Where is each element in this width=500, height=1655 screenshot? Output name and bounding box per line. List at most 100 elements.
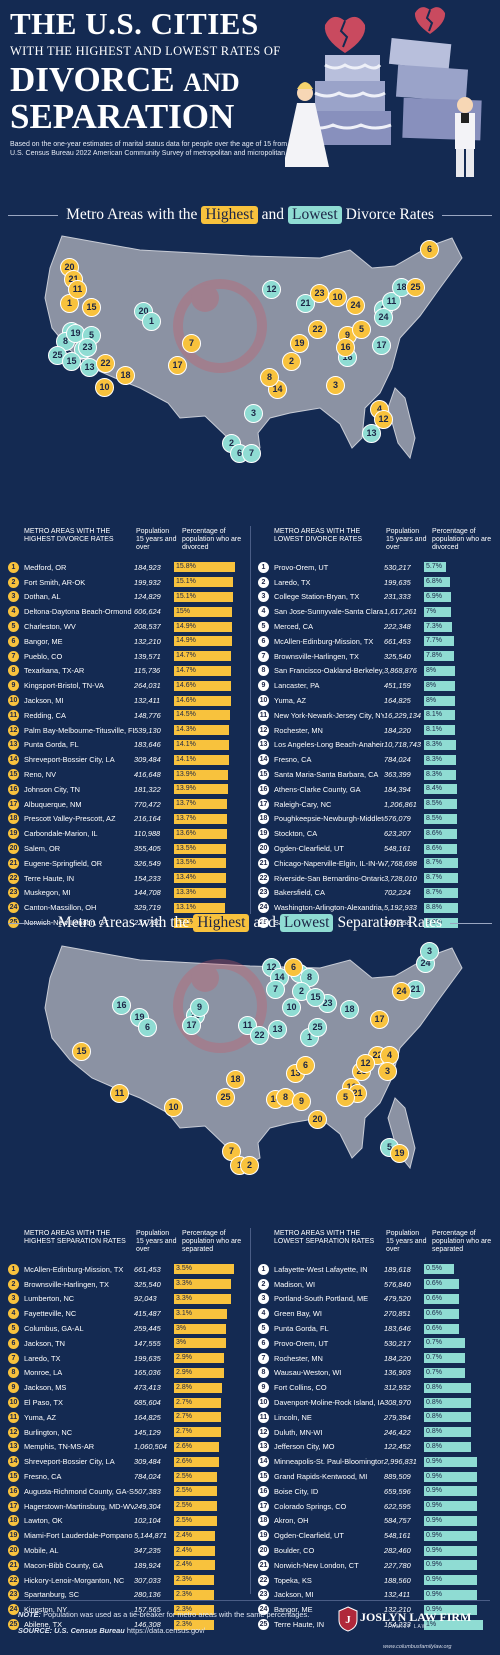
population-value: 132,411 — [134, 696, 161, 706]
table-row: 3 Portland-South Portland, ME 479,520 0.6% — [258, 1292, 496, 1307]
rank-badge: 10 — [8, 1397, 19, 1409]
table-row: 9 Lancaster, PA 451,159 8% — [258, 678, 496, 693]
map-pin-icon: 19 — [290, 334, 309, 353]
percentage-label: 8.5% — [426, 800, 442, 808]
map-pin-icon: 16 — [112, 996, 131, 1015]
metro-name: Wausau-Weston, WI — [274, 1368, 342, 1378]
table-row: 14 Shreveport-Bossier City, LA 309,484 14.1… — [8, 752, 246, 767]
percentage-bar — [174, 636, 232, 647]
metro-name: Fresno, CA — [24, 1472, 62, 1482]
metro-name: Lincoln, NE — [274, 1412, 312, 1422]
rank-badge: 15 — [258, 1471, 269, 1483]
metro-name: Brownsville-Harlingen, TX — [274, 651, 359, 661]
percentage-bar — [424, 784, 457, 795]
metro-name: Kingsport-Bristol, TN-VA — [24, 681, 104, 691]
divorce-tables: METRO AREAS WITH THE HIGHEST DIVORCE RAT… — [0, 522, 500, 929]
percentage-bar-track: 7% — [424, 606, 488, 617]
website-url[interactable]: www.columbusfamilylaw.org — [383, 1644, 452, 1650]
broken-heart-icon — [414, 7, 446, 34]
table-row: 17 Colorado Springs, CO 622,595 0.9% — [258, 1499, 496, 1514]
percentage-bar-track: 8% — [424, 680, 488, 691]
percentage-bar — [424, 858, 458, 869]
population-value: 623,207 — [384, 829, 411, 839]
percentage-bar — [424, 1353, 465, 1364]
rank-badge: 19 — [8, 1530, 19, 1542]
percentage-bar — [174, 577, 233, 588]
percentage-bar-track: 0.9% — [424, 1589, 488, 1600]
percentage-bar-track: 3.1% — [174, 1308, 238, 1319]
table-row: 10 El Paso, TX 685,604 2.7% — [8, 1395, 246, 1410]
wedding-illustration — [285, 7, 482, 177]
table-row: 22 Terre Haute, IN 154,233 13.4% — [8, 871, 246, 886]
percentage-bar — [424, 1441, 471, 1452]
percentage-bar — [174, 1441, 219, 1452]
metro-name: Norwich-New London, CT — [274, 1560, 359, 1570]
population-value: 530,217 — [384, 562, 411, 572]
percentage-bar-track: 2.4% — [174, 1560, 238, 1571]
percentage-label: 8.1% — [426, 711, 442, 719]
map-pin-icon: 2 — [282, 352, 301, 371]
percentage-label: 0.9% — [426, 1472, 442, 1480]
table-row: 8 Wausau-Weston, WI 136,903 0.7% — [258, 1366, 496, 1381]
population-value: 659,596 — [384, 1486, 411, 1496]
separation-lowest-table: METRO AREAS WITH THE LOWEST SEPARATION R… — [258, 1224, 496, 1632]
source-url[interactable]: https://data.census.gov/ — [126, 1626, 205, 1635]
percentage-label: 0.6% — [426, 1294, 442, 1302]
metro-name: Jackson, MI — [274, 1590, 314, 1600]
percentage-label: 0.9% — [426, 1487, 442, 1495]
metro-name: McAllen-Edinburg-Mission, TX — [274, 636, 374, 646]
broken-heart-icon — [324, 16, 366, 53]
table-row: 12 Rochester, MN 184,220 8.1% — [258, 723, 496, 738]
percentage-bar-track: 2.9% — [174, 1353, 238, 1364]
map-pin-icon: 17 — [370, 1010, 389, 1029]
title-divorce: DIVORCE — [10, 60, 175, 99]
percentage-label: 8% — [426, 666, 437, 674]
title-line-2: WITH THE HIGHEST AND LOWEST RATES OF — [10, 44, 281, 58]
population-value: 157,565 — [134, 1605, 161, 1615]
map-pin-icon: 7 — [242, 444, 261, 463]
rank-badge: 9 — [258, 1382, 269, 1394]
percentage-label: 2.7% — [176, 1413, 192, 1421]
population-value: 145,129 — [134, 1427, 161, 1437]
percentage-bar — [174, 1515, 217, 1526]
table-row: 18 Akron, OH 584,757 0.9% — [258, 1514, 496, 1529]
map-pin-icon: 11 — [382, 292, 401, 311]
rank-badge: 15 — [8, 769, 19, 781]
percentage-bar-track: 15.1% — [174, 591, 238, 602]
percentage-bar — [174, 1530, 215, 1541]
population-value: 685,604 — [134, 1398, 161, 1408]
percentage-bar-track: 13.4% — [174, 873, 238, 884]
map-pin-icon: 24 — [392, 982, 411, 1001]
percentage-bar-track: 14.3% — [174, 725, 238, 736]
table-row: 13 Memphis, TN-MS-AR 1,060,504 2.6% — [8, 1440, 246, 1455]
table-row: 16 Boise City, ID 659,596 0.9% — [258, 1484, 496, 1499]
percentage-bar-track: 2.3% — [174, 1604, 238, 1615]
percentage-label: 13.5% — [176, 844, 196, 852]
table-row: 9 Fort Collins, CO 312,932 0.8% — [258, 1380, 496, 1395]
table-header: METRO AREAS WITH THE LOWEST DIVORCE RATE… — [258, 522, 496, 560]
section-title-and: and — [253, 914, 276, 931]
title-and: AND — [183, 68, 240, 97]
percentage-bar-track: 2.3% — [174, 1589, 238, 1600]
metro-name: Terre Haute, IN — [24, 873, 75, 883]
percentage-label: 2.5% — [176, 1487, 192, 1495]
map-pin-icon: 13 — [268, 1020, 287, 1039]
rank-badge: 8 — [8, 665, 19, 677]
population-value: 124,829 — [134, 592, 161, 602]
map-pin-icon: 5 — [352, 320, 371, 339]
rank-badge: 20 — [8, 843, 19, 855]
separation-highest-table: METRO AREAS WITH THE HIGHEST SEPARATION … — [8, 1224, 246, 1632]
metro-name: Augusta-Richmond County, GA-SC — [24, 1486, 134, 1496]
divorce-map: 2021111152014819514251513222318107171221… — [0, 228, 500, 490]
population-value: 208,537 — [134, 622, 161, 632]
percentage-bar — [424, 828, 457, 839]
population-value: 148,776 — [134, 710, 161, 720]
percentage-label: 14.3% — [176, 726, 196, 734]
metro-name: Monroe, LA — [24, 1368, 63, 1378]
population-value: 5,192,933 — [384, 903, 417, 913]
map-pin-icon: 23 — [310, 284, 329, 303]
percentage-label: 1% — [426, 1620, 437, 1628]
metro-name: Green Bay, WI — [274, 1309, 322, 1319]
percentage-bar-track: 3.3% — [174, 1279, 238, 1290]
percentage-bar-track: 13.9% — [174, 769, 238, 780]
